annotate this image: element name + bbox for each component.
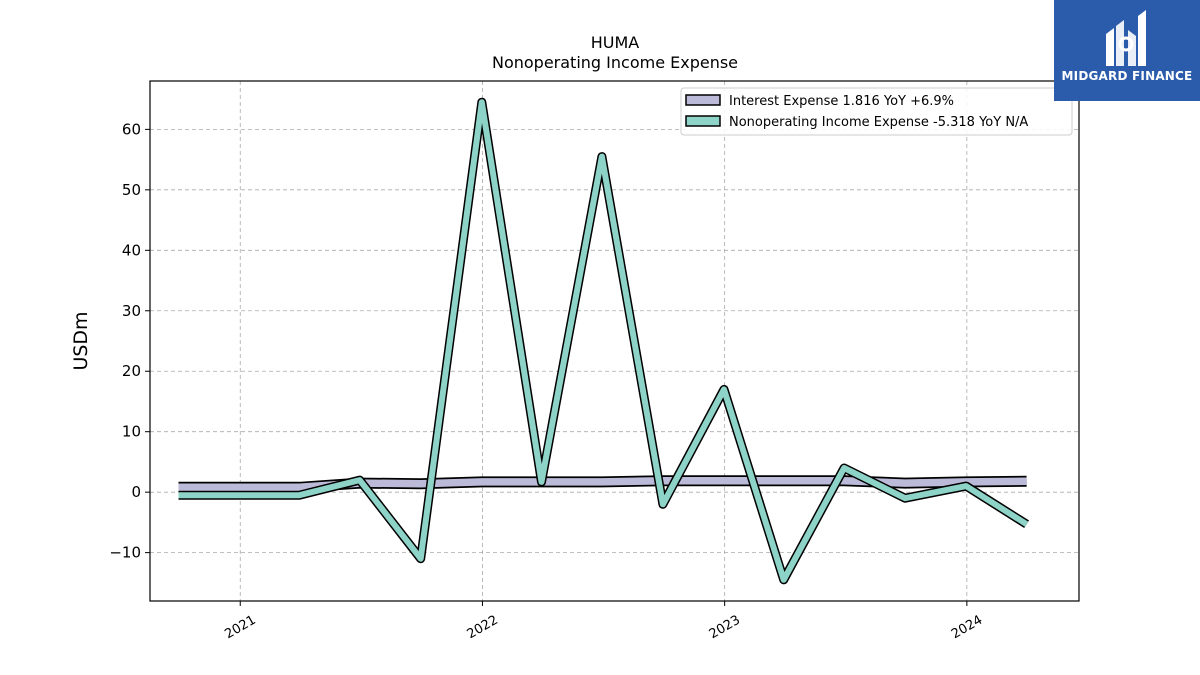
- y-tick-label: 50: [122, 181, 141, 199]
- x-tick-label: 2023: [707, 613, 743, 643]
- chart-title: HUMA: [591, 33, 640, 52]
- y-tick-label: 0: [131, 483, 141, 501]
- x-tick-label: 2022: [465, 613, 501, 643]
- series-lines: [178, 97, 1030, 585]
- plot-frame: [149, 80, 1080, 602]
- y-tick-label: 20: [122, 362, 141, 380]
- legend-frame: [680, 87, 1073, 136]
- legend-label: Interest Expense 1.816 YoY +6.9%: [729, 94, 954, 109]
- y-tick-label: 60: [122, 120, 141, 138]
- x-tick-label: 2024: [949, 613, 985, 643]
- axis-ticks: −10 0 10 20 30 40 50 60 2021 2022 2023 2024: [109, 120, 985, 642]
- y-tick-label: 40: [122, 241, 141, 259]
- y-axis-label: USDm: [70, 311, 92, 370]
- brand-name: MIDGARD FINANCE: [1061, 69, 1193, 83]
- y-tick-label: 10: [122, 423, 141, 441]
- legend: Interest Expense 1.816 YoY +6.9% Nonopera…: [680, 87, 1073, 136]
- y-tick-label: 30: [122, 302, 141, 320]
- chart-subtitle: Nonoperating Income Expense: [492, 53, 738, 72]
- legend-swatch: [685, 94, 721, 106]
- series-line-nonoperating-income-expense: [178, 97, 1030, 585]
- y-tick-label: −10: [109, 544, 141, 562]
- legend-label: Nonoperating Income Expense -5.318 YoY N…: [729, 115, 1028, 130]
- legend-swatch: [685, 115, 721, 127]
- x-tick-label: 2021: [222, 613, 258, 643]
- brand-logo: MIDGARD FINANCE: [1054, 0, 1200, 101]
- midgard-logo-icon: [1106, 10, 1146, 66]
- grid-lines: [150, 81, 1079, 601]
- series-fill: [178, 99, 1029, 583]
- series-line-interest-expense: [178, 475, 1027, 493]
